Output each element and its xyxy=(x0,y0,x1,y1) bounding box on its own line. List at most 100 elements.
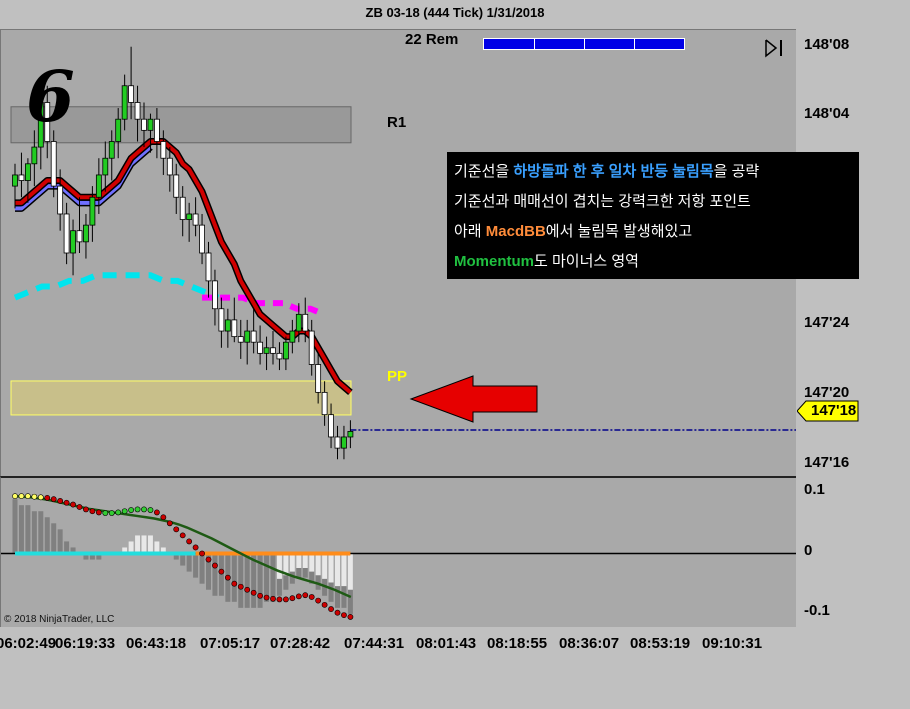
price-tick-label: 147'16 xyxy=(804,453,850,471)
histogram-bar xyxy=(257,553,263,608)
candle-body xyxy=(179,196,186,220)
macd-dot xyxy=(115,509,122,516)
macd-dot xyxy=(192,544,199,551)
macd-dot xyxy=(76,504,83,510)
macd-dot xyxy=(328,606,334,612)
annotation-line-3: 아래 MacdBB에서 눌림목 발생해있고 xyxy=(454,223,693,240)
candle-body xyxy=(334,436,341,449)
histogram-bar xyxy=(83,553,89,560)
candle-body xyxy=(160,141,167,159)
candle-body xyxy=(257,341,264,354)
histogram-bar xyxy=(238,553,244,608)
macd-dot xyxy=(179,532,186,539)
candle-body xyxy=(128,85,134,103)
time-tick-label: 08:36:07 xyxy=(559,635,620,652)
macd-dot xyxy=(295,593,302,600)
candle-body xyxy=(315,364,322,393)
macd-dot xyxy=(347,614,354,620)
histogram-bar xyxy=(231,553,237,602)
annotation-line-2: 기준선과 매매선이 겹치는 강력크한 저항 포인트 xyxy=(454,193,751,210)
time-tick-label: 08:18:55 xyxy=(487,635,548,652)
progress-divider xyxy=(534,39,535,49)
candle-body xyxy=(328,414,334,438)
macd-dot xyxy=(212,562,218,569)
oscillator-axis[interactable]: 0.1 0 -0.1 xyxy=(796,476,910,627)
macd-dot xyxy=(237,583,244,590)
macd-dot xyxy=(24,493,31,500)
play-to-end-icon[interactable] xyxy=(764,38,786,58)
macd-dot xyxy=(134,506,141,513)
candle-body xyxy=(302,313,309,332)
histogram-bar xyxy=(44,517,50,554)
histogram-inner-bar xyxy=(154,541,160,554)
price-plot xyxy=(10,46,796,460)
candle-body xyxy=(186,213,193,220)
candle-body xyxy=(263,347,270,354)
macd-dot xyxy=(263,594,270,601)
candle-body xyxy=(89,196,96,226)
histogram-bar xyxy=(270,553,276,602)
macd-dot xyxy=(257,592,263,599)
macd-dot xyxy=(57,498,64,504)
price-tick-label: 147'24 xyxy=(804,314,850,332)
candle-body xyxy=(282,341,289,360)
histogram-inner-bar xyxy=(122,547,128,554)
candle-body xyxy=(115,118,122,142)
candle-body xyxy=(166,157,173,176)
histogram-bar xyxy=(186,553,192,572)
histogram-bar xyxy=(180,553,186,566)
macd-dot xyxy=(270,595,276,602)
macd-dot xyxy=(128,507,135,513)
oscillator-tick-label: 0 xyxy=(804,541,813,559)
macd-dot xyxy=(218,568,225,575)
time-tick-label: 07:28:42 xyxy=(270,635,331,652)
oscillator-panel[interactable] xyxy=(0,476,796,629)
histogram-bar xyxy=(12,499,18,554)
pp-label: PP xyxy=(387,368,408,385)
tick-remaining-label: 22 Rem xyxy=(405,31,459,48)
candle-body xyxy=(76,230,83,243)
histogram-inner-bar xyxy=(160,547,166,554)
time-tick-label: 08:01:43 xyxy=(416,635,477,652)
histogram-inner-bar xyxy=(302,553,308,568)
time-axis[interactable]: 06:02:49 06:19:33 06:43:18 07:05:17 07:28:42… xyxy=(0,627,796,667)
price-tick-label: 147'20 xyxy=(804,384,850,402)
macd-dot xyxy=(276,596,283,603)
histogram-bar xyxy=(173,553,179,560)
candle-body xyxy=(50,141,57,187)
candle-body xyxy=(289,330,296,343)
candle-body xyxy=(18,174,25,181)
copyright-text: © 2018 NinjaTrader, LLC xyxy=(4,614,115,625)
histogram-bar xyxy=(96,553,102,560)
candle-body xyxy=(250,330,257,343)
candle-body xyxy=(205,252,212,282)
price-tick-label: 148'04 xyxy=(804,105,850,123)
oscillator-tick-label: -0.1 xyxy=(804,601,830,619)
macd-dot xyxy=(244,586,251,593)
red-ema-line xyxy=(15,139,352,394)
last-price-marker: 147'18 xyxy=(797,400,859,422)
macd-dot xyxy=(186,538,193,545)
histogram-inner-bar xyxy=(128,541,134,554)
macd-dot xyxy=(250,589,257,596)
red-ema-outline xyxy=(15,138,353,396)
macd-dot xyxy=(12,493,18,500)
histogram-bar xyxy=(199,553,205,584)
red-arrow xyxy=(409,375,538,423)
candle-body xyxy=(121,85,128,120)
histogram-inner-bar xyxy=(141,535,147,554)
candle-body xyxy=(321,391,328,416)
candle-body xyxy=(70,230,76,254)
candle-body xyxy=(224,319,231,332)
histogram-bar xyxy=(64,541,70,554)
macd-dot xyxy=(341,612,347,619)
histogram-inner-bar xyxy=(283,553,289,576)
histogram-bar xyxy=(218,553,224,596)
histogram-inner-bar xyxy=(135,535,141,554)
r1-label: R1 xyxy=(387,114,407,131)
candle-body xyxy=(276,352,283,360)
histogram-bar xyxy=(51,523,57,554)
candle-body xyxy=(24,163,31,181)
macd-dot xyxy=(50,496,57,503)
histogram-inner-bar xyxy=(347,553,353,590)
